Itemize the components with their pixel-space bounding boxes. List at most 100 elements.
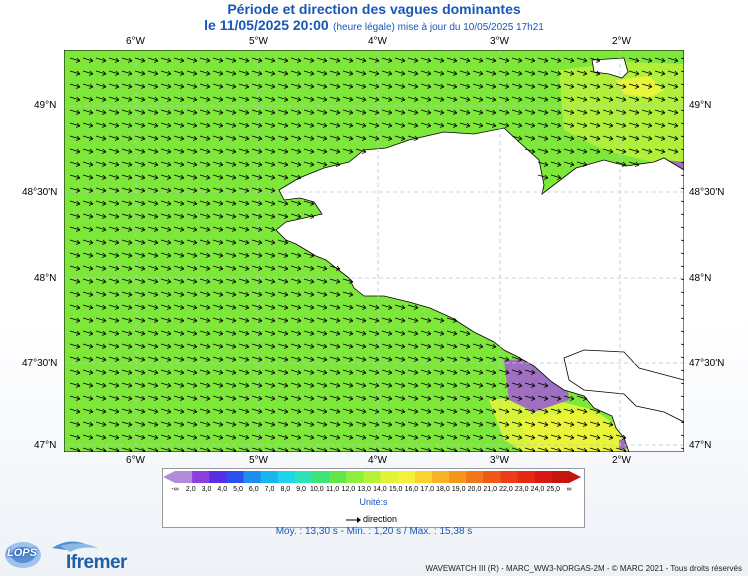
direction-arrow [420, 369, 432, 375]
direction-arrow [251, 83, 263, 89]
direction-arrow [199, 330, 211, 336]
direction-arrow [160, 239, 172, 245]
direction-arrow [290, 356, 302, 362]
direction-arrow [524, 70, 536, 76]
direction-arrow [303, 109, 315, 115]
direction-arrow [550, 174, 562, 180]
direction-arrow [82, 278, 94, 284]
direction-arrow [355, 317, 367, 323]
direction-arrow [160, 122, 172, 128]
direction-arrow [329, 83, 341, 89]
direction-arrow [212, 187, 224, 193]
direction-arrow [173, 187, 185, 193]
direction-arrow [251, 213, 263, 219]
direction-arrow [498, 369, 510, 375]
direction-arrow [303, 434, 315, 440]
direction-arrow [95, 252, 107, 258]
colorbar-tick-label: 6,0 [248, 486, 259, 493]
ifremer-logo-text: Ifremer [66, 552, 127, 573]
direction-arrow [264, 382, 276, 388]
direction-arrow [550, 148, 562, 154]
direction-arrow [420, 356, 432, 362]
colorbar-cell [277, 471, 296, 483]
direction-arrow [472, 83, 484, 89]
direction-arrow [667, 109, 679, 115]
direction-arrow [303, 382, 315, 388]
direction-arrow [342, 408, 354, 414]
direction-arrow [524, 434, 536, 440]
direction-arrow [251, 174, 263, 180]
direction-arrow [264, 70, 276, 76]
lat-label: 47°30'N [22, 358, 58, 369]
direction-arrow [238, 187, 250, 193]
direction-arrow [212, 70, 224, 76]
direction-arrow [303, 213, 315, 219]
direction-arrow [602, 421, 614, 427]
lon-label: 3°W [490, 455, 509, 466]
direction-arrow [316, 356, 328, 362]
direction-arrow [82, 122, 94, 128]
direction-arrow [667, 96, 679, 102]
direction-arrow [69, 421, 81, 427]
colorbar-cell [329, 471, 347, 483]
direction-arrow [459, 421, 471, 427]
direction-arrow [251, 96, 263, 102]
direction-arrow [121, 122, 133, 128]
direction-arrow [108, 70, 120, 76]
colorbar-tick-label: ∞ [566, 486, 572, 493]
direction-arrow [212, 265, 224, 271]
direction-arrow [238, 122, 250, 128]
direction-arrow [316, 434, 328, 440]
direction-arrow [446, 317, 458, 323]
direction-arrow [238, 317, 250, 323]
direction-arrow [212, 161, 224, 167]
direction-arrow [173, 96, 185, 102]
direction-arrow [303, 395, 315, 401]
direction-arrow [342, 395, 354, 401]
direction-arrow [524, 83, 536, 89]
colorbar-tick-label: 4,0 [217, 486, 228, 493]
direction-arrow [589, 109, 601, 115]
direction-arrow [69, 343, 81, 349]
direction-arrow [199, 200, 211, 206]
direction-arrow [472, 395, 484, 401]
direction-arrow [225, 382, 237, 388]
direction-arrow [277, 434, 289, 440]
direction-arrow [511, 395, 523, 401]
direction-arrow [316, 343, 328, 349]
direction-arrow [238, 330, 250, 336]
direction-arrow [108, 135, 120, 141]
unit-label: Unité:s [359, 497, 388, 507]
direction-arrow [147, 213, 159, 219]
colorbar-labels: -∞ 2,0 3,0 4,0 5,0 6,0 7,0 8,0 9,0 10,0 11,0 12,0 13… [167, 486, 582, 496]
direction-arrow [199, 122, 211, 128]
direction-arrow [667, 135, 679, 141]
direction-arrow [550, 70, 562, 76]
direction-arrow [290, 421, 302, 427]
direction-arrow [303, 291, 315, 297]
direction-arrow [277, 252, 289, 258]
direction-arrow [498, 96, 510, 102]
direction-arrow [472, 70, 484, 76]
direction-arrow [186, 356, 198, 362]
direction-arrow [329, 161, 341, 167]
direction-arrow [121, 343, 133, 349]
colorbar-cell [483, 471, 501, 483]
direction-arrow [680, 70, 684, 73]
direction-arrow [277, 135, 289, 141]
direction-arrow [95, 278, 107, 284]
direction-arrow [537, 174, 549, 180]
direction-arrow [680, 278, 684, 281]
direction-arrow [95, 317, 107, 323]
direction-arrow [251, 161, 263, 167]
direction-arrow [134, 148, 146, 154]
lat-label: 48°N [34, 273, 57, 284]
direction-arrow [95, 135, 107, 141]
colorbar-cell [500, 471, 519, 483]
direction-arrow [95, 291, 107, 297]
direction-arrow [95, 265, 107, 271]
direction-arrow [472, 109, 484, 115]
direction-arrow [641, 148, 653, 154]
direction-arrow [95, 343, 107, 349]
colorbar-cell [312, 471, 330, 483]
